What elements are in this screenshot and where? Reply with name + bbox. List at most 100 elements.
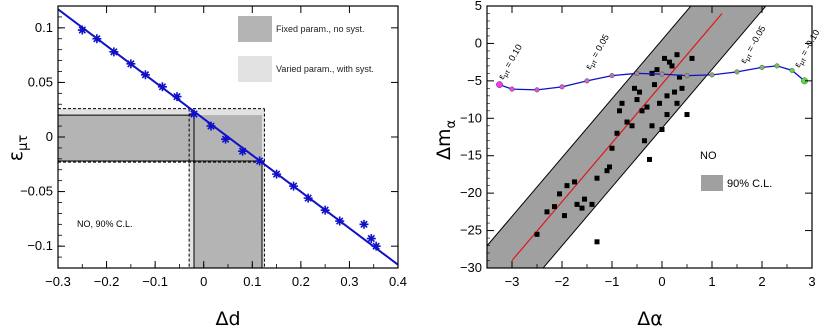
y-tick-label: −20 <box>460 185 482 200</box>
right-y-axis-label: Δmα <box>433 120 459 160</box>
curve-point <box>659 71 665 77</box>
data-point <box>604 168 610 174</box>
data-point <box>221 134 231 144</box>
curve-point <box>534 87 540 93</box>
left-points <box>77 25 381 251</box>
data-point <box>272 169 282 179</box>
data-point <box>238 146 248 156</box>
data-point <box>674 52 680 58</box>
data-point <box>172 92 182 102</box>
data-point <box>664 93 670 99</box>
data-point <box>629 123 635 129</box>
legend-swatch-fixed <box>238 16 272 42</box>
x-tick-label: 0.4 <box>389 274 407 289</box>
data-point <box>652 82 657 88</box>
data-point <box>579 205 585 211</box>
curve-point <box>584 78 590 84</box>
data-point <box>617 108 622 114</box>
y-tick-label: −30 <box>460 260 482 275</box>
data-point <box>574 201 580 207</box>
y-tick-label: −15 <box>460 148 482 163</box>
y-tick-label: −5 <box>467 73 482 88</box>
data-point <box>289 181 299 191</box>
right-points <box>534 52 695 245</box>
x-tick-label: −1 <box>605 274 620 289</box>
data-point <box>140 70 150 80</box>
data-point <box>607 164 612 170</box>
data-point <box>582 196 587 202</box>
data-point <box>109 47 119 57</box>
data-point <box>672 89 677 95</box>
x-tick-label: 0 <box>658 274 665 289</box>
data-point <box>624 119 630 125</box>
data-point <box>674 100 680 106</box>
data-point <box>649 123 655 129</box>
right-annotation: NO <box>700 150 717 162</box>
data-point <box>562 213 567 219</box>
data-point <box>335 216 345 226</box>
x-tick-label: 1 <box>708 274 715 289</box>
data-point <box>557 191 562 197</box>
data-point <box>639 108 645 114</box>
data-point <box>659 127 665 133</box>
data-point <box>594 239 600 245</box>
data-point <box>669 63 675 69</box>
right-curve <box>496 63 808 93</box>
data-point <box>564 183 570 189</box>
data-point <box>189 109 199 119</box>
data-point <box>677 74 682 80</box>
data-point <box>619 100 625 106</box>
right-x-axis-label: Δα <box>637 308 663 330</box>
data-point <box>534 231 540 237</box>
data-point <box>664 112 670 118</box>
x-tick-label: −3 <box>505 274 520 289</box>
right-panel: −3 −2 −1 0 1 2 350−5−10−15−20−25−30 εμτ = 0.10… <box>433 0 823 330</box>
x-tick-label: 0.2 <box>292 274 310 289</box>
data-point <box>77 25 87 35</box>
data-point <box>320 205 330 215</box>
data-point <box>594 175 600 181</box>
curve-point <box>709 72 715 78</box>
y-tick-label: 5 <box>475 0 482 13</box>
data-point <box>654 67 660 73</box>
curve-point <box>559 84 565 90</box>
data-point <box>614 130 620 136</box>
left-panel: −0.3 −0.2 −0.1 0 0.1 0.2 0.3 0.4 0.1 0.05 0 −0.05 −0… <box>5 5 407 330</box>
data-point <box>609 145 615 151</box>
data-point <box>642 138 647 144</box>
y-tick-label: 0 <box>46 129 53 144</box>
x-tick-label: 0.3 <box>340 274 358 289</box>
data-point <box>632 85 637 91</box>
curve-point <box>684 73 690 79</box>
data-point <box>92 34 102 44</box>
y-tick-label: 0.05 <box>28 74 53 89</box>
center-line <box>511 13 723 261</box>
data-point <box>684 112 690 118</box>
left-x-axis-label: Δd <box>215 308 240 330</box>
data-point <box>157 82 167 92</box>
legend-swatch-cl <box>701 175 723 191</box>
legend-swatch-varied <box>238 56 272 82</box>
y-tick-label: 0.1 <box>35 20 53 35</box>
legend-label-cl: 90% C.L. <box>727 178 772 190</box>
data-point <box>662 55 667 61</box>
left-y-axis-label: εμτ <box>5 135 31 162</box>
data-point <box>359 219 369 229</box>
curve-point <box>496 81 503 89</box>
legend-label-varied: Varied param., with syst. <box>276 64 374 74</box>
data-point <box>634 97 640 103</box>
legend-label-fixed: Fixed param., no syst. <box>276 24 365 34</box>
x-tick-label: 0 <box>200 274 207 289</box>
left-ticks: −0.3 −0.2 −0.1 0 0.1 0.2 0.3 0.4 0.1 0.05 0 −0.05 −0… <box>20 6 407 289</box>
x-tick-label: 2 <box>758 274 765 289</box>
cl-band-edge-left <box>487 6 692 247</box>
curve-point <box>509 86 515 92</box>
right-frame <box>486 5 813 269</box>
x-tick-label: −0.3 <box>45 274 71 289</box>
left-annotation: NO, 90% C.L. <box>77 219 133 229</box>
data-point <box>637 89 642 95</box>
y-tick-label: −0.1 <box>27 238 53 253</box>
cl-band <box>487 6 766 268</box>
data-point <box>644 104 650 110</box>
